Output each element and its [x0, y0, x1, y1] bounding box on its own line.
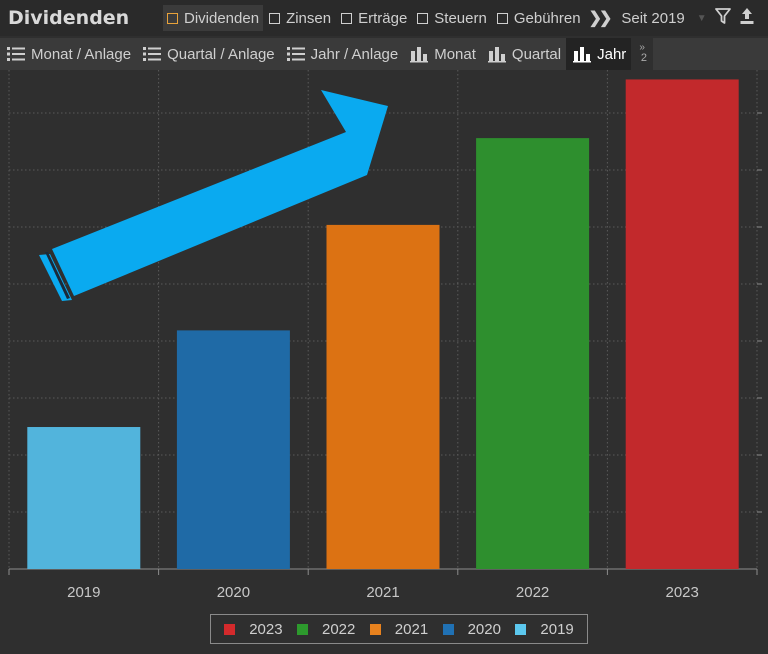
checkbox-icon[interactable]	[341, 12, 353, 24]
list-icon	[143, 47, 162, 61]
overflow-count: 2	[640, 52, 647, 64]
tab-label: Monat	[434, 45, 476, 63]
page-title: Dividenden	[8, 7, 130, 29]
bars	[27, 79, 739, 570]
chart-legend: 2023 2022 2021 2020 2019	[210, 614, 588, 644]
legend-swatch	[297, 623, 308, 635]
legend-item-2021[interactable]: 2021	[369, 620, 429, 638]
filter-label: Dividenden	[184, 9, 260, 27]
arrow-annotation	[39, 90, 388, 301]
bar-2019	[27, 427, 141, 569]
legend-item-2023[interactable]: 2023	[224, 620, 283, 638]
chart-area: 2019 2020 2021 2022 2023	[0, 55, 768, 649]
legend-swatch	[515, 623, 527, 635]
filter-label: Gebühren	[513, 9, 581, 27]
filter-dividenden[interactable]: Dividenden	[163, 5, 264, 31]
bar-2022	[476, 138, 590, 570]
legend-label: 2022	[322, 620, 356, 638]
tab-quartal[interactable]: Quartal	[481, 38, 566, 70]
filter-label: Erträge	[358, 9, 408, 27]
checkbox-icon[interactable]	[269, 12, 281, 24]
list-icon	[7, 47, 25, 61]
tab-label: Quartal / Anlage	[167, 45, 275, 63]
tab-monat-anlage[interactable]: Monat / Anlage	[0, 38, 136, 70]
filter-icon[interactable]	[714, 7, 731, 30]
legend-item-2019[interactable]: 2019	[515, 620, 574, 638]
legend-label: 2023	[249, 620, 283, 638]
filter-zinsen[interactable]: Zinsen	[265, 5, 335, 31]
tab-jahr-anlage[interactable]: Jahr / Anlage	[280, 38, 404, 70]
legend-swatch	[442, 623, 454, 635]
arrow-tail-gap	[45, 252, 70, 299]
x-tick-label: 2022	[516, 584, 549, 601]
filter-ertraege[interactable]: Erträge	[337, 5, 411, 31]
chevron-down-icon[interactable]: ▼	[696, 12, 707, 24]
more-filters-icon[interactable]: ❯❯	[588, 10, 613, 27]
legend-label: 2021	[394, 620, 429, 638]
tab-label: Jahr	[597, 45, 627, 63]
legend-item-2020[interactable]: 2020	[442, 620, 501, 638]
arrow-icon	[52, 90, 388, 296]
export-icon[interactable]	[739, 7, 755, 30]
legend-label: 2019	[540, 620, 574, 638]
x-tick-labels: 2019 2020 2021 2022 2023	[67, 584, 699, 601]
x-tick-label: 2021	[366, 584, 399, 601]
checkbox-icon[interactable]	[417, 12, 429, 24]
legend-swatch	[369, 623, 381, 635]
filter-gebuehren[interactable]: Gebühren	[493, 5, 585, 31]
checkbox-icon[interactable]	[167, 12, 178, 24]
tab-label: Monat / Anlage	[31, 45, 132, 63]
tab-monat[interactable]: Monat	[403, 38, 481, 70]
toolbar: Dividenden Dividenden Zinsen Erträge Ste…	[0, 0, 768, 36]
tab-jahr[interactable]: Jahr	[566, 38, 632, 70]
list-icon	[286, 47, 305, 61]
dividend-bar-chart: 2019 2020 2021 2022 2023	[8, 55, 762, 601]
bar-chart-icon	[487, 47, 506, 63]
checkbox-icon[interactable]	[496, 12, 508, 24]
legend-item-2022[interactable]: 2022	[297, 621, 355, 638]
bar-2020	[176, 330, 290, 569]
tab-label: Jahr / Anlage	[310, 45, 399, 63]
bar-2021	[326, 224, 440, 570]
tab-quartal-anlage[interactable]: Quartal / Anlage	[136, 38, 280, 70]
tab-label: Quartal	[511, 45, 562, 63]
filter-label: Zinsen	[286, 9, 332, 27]
bar-2023	[625, 79, 739, 570]
bar-chart-icon	[410, 47, 429, 63]
x-tick-label: 2019	[67, 584, 100, 601]
tab-overflow-button[interactable]: » 2	[631, 38, 653, 70]
legend-swatch	[224, 623, 236, 635]
period-select[interactable]: Seit 2019	[621, 9, 685, 27]
bar-chart-icon	[573, 47, 592, 63]
legend-label: 2020	[467, 620, 501, 638]
x-tick-label: 2020	[217, 584, 250, 601]
view-tabs: Monat / Anlage Quartal / Anlage Jahr / A…	[0, 38, 768, 70]
chevron-double-right-icon: »	[639, 42, 645, 53]
filter-label: Steuern	[434, 9, 487, 27]
x-tick-label: 2023	[666, 584, 699, 601]
filter-steuern[interactable]: Steuern	[413, 5, 491, 31]
